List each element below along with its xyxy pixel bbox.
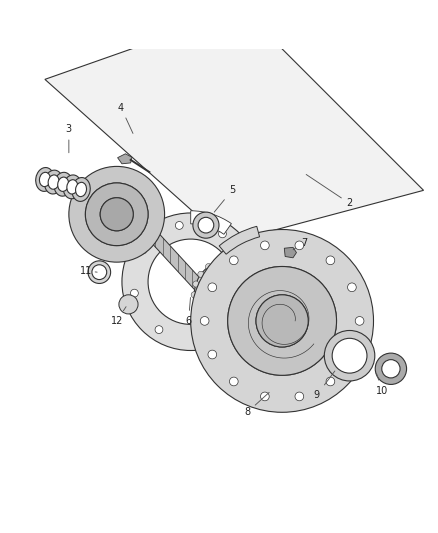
Circle shape xyxy=(198,334,206,342)
Text: 9: 9 xyxy=(314,371,335,400)
Circle shape xyxy=(207,273,251,317)
Ellipse shape xyxy=(58,177,69,191)
Circle shape xyxy=(198,312,204,318)
Ellipse shape xyxy=(36,167,54,191)
Wedge shape xyxy=(219,227,260,254)
Circle shape xyxy=(198,217,214,233)
Circle shape xyxy=(198,271,204,277)
Text: 5: 5 xyxy=(214,185,235,212)
Circle shape xyxy=(237,259,243,265)
Circle shape xyxy=(256,295,308,347)
Circle shape xyxy=(259,303,265,309)
Circle shape xyxy=(193,303,199,309)
Circle shape xyxy=(194,260,264,329)
Polygon shape xyxy=(45,10,424,243)
Circle shape xyxy=(85,183,148,246)
Polygon shape xyxy=(284,247,297,258)
Circle shape xyxy=(215,259,221,265)
Circle shape xyxy=(347,283,356,292)
Circle shape xyxy=(122,213,259,351)
Circle shape xyxy=(295,241,304,250)
Ellipse shape xyxy=(48,175,59,189)
Text: 4: 4 xyxy=(118,103,133,133)
Circle shape xyxy=(200,317,209,325)
Circle shape xyxy=(88,261,111,284)
Circle shape xyxy=(208,283,217,292)
Text: 10: 10 xyxy=(376,374,389,395)
Circle shape xyxy=(131,289,138,297)
Text: 3: 3 xyxy=(66,124,72,153)
Circle shape xyxy=(259,281,265,287)
Ellipse shape xyxy=(54,172,72,196)
Circle shape xyxy=(92,265,107,279)
Circle shape xyxy=(228,266,336,375)
Text: 12: 12 xyxy=(110,306,126,326)
Circle shape xyxy=(100,198,133,231)
Ellipse shape xyxy=(76,182,87,197)
Circle shape xyxy=(332,338,367,373)
Ellipse shape xyxy=(67,180,78,194)
Circle shape xyxy=(208,350,217,359)
Circle shape xyxy=(355,317,364,325)
Wedge shape xyxy=(191,211,231,235)
Circle shape xyxy=(324,330,375,381)
Ellipse shape xyxy=(63,175,81,199)
Text: 8: 8 xyxy=(244,392,269,417)
Circle shape xyxy=(375,353,406,384)
Circle shape xyxy=(326,256,335,265)
Circle shape xyxy=(85,183,148,246)
Circle shape xyxy=(148,239,233,325)
Circle shape xyxy=(237,325,243,331)
Circle shape xyxy=(235,310,243,317)
Circle shape xyxy=(230,256,238,265)
Circle shape xyxy=(243,266,251,274)
Circle shape xyxy=(382,360,400,378)
Circle shape xyxy=(261,241,269,250)
Ellipse shape xyxy=(44,170,63,194)
Circle shape xyxy=(175,222,183,229)
Circle shape xyxy=(69,166,165,262)
Circle shape xyxy=(191,230,374,413)
Circle shape xyxy=(347,350,356,359)
Circle shape xyxy=(226,327,232,333)
Text: 2: 2 xyxy=(306,174,353,208)
Circle shape xyxy=(205,264,212,270)
Circle shape xyxy=(256,295,308,347)
Ellipse shape xyxy=(39,172,50,187)
Circle shape xyxy=(254,312,260,318)
Circle shape xyxy=(247,264,253,270)
Circle shape xyxy=(261,392,269,401)
Circle shape xyxy=(326,377,335,386)
Circle shape xyxy=(215,325,221,331)
Circle shape xyxy=(230,377,238,386)
Circle shape xyxy=(193,281,199,287)
Circle shape xyxy=(226,257,232,263)
Circle shape xyxy=(261,292,267,298)
Circle shape xyxy=(155,326,163,334)
Circle shape xyxy=(228,266,336,375)
Circle shape xyxy=(254,271,260,277)
Circle shape xyxy=(295,392,304,401)
Polygon shape xyxy=(133,206,207,303)
Circle shape xyxy=(247,320,253,326)
Text: 6: 6 xyxy=(185,297,191,326)
Polygon shape xyxy=(117,154,132,164)
Circle shape xyxy=(139,246,147,254)
Circle shape xyxy=(193,212,219,238)
Circle shape xyxy=(219,230,226,238)
Ellipse shape xyxy=(72,177,90,201)
Text: 7: 7 xyxy=(293,238,307,250)
Circle shape xyxy=(191,292,197,298)
Circle shape xyxy=(205,320,212,326)
Circle shape xyxy=(100,198,133,231)
Text: 11: 11 xyxy=(80,266,97,276)
Circle shape xyxy=(119,295,138,314)
